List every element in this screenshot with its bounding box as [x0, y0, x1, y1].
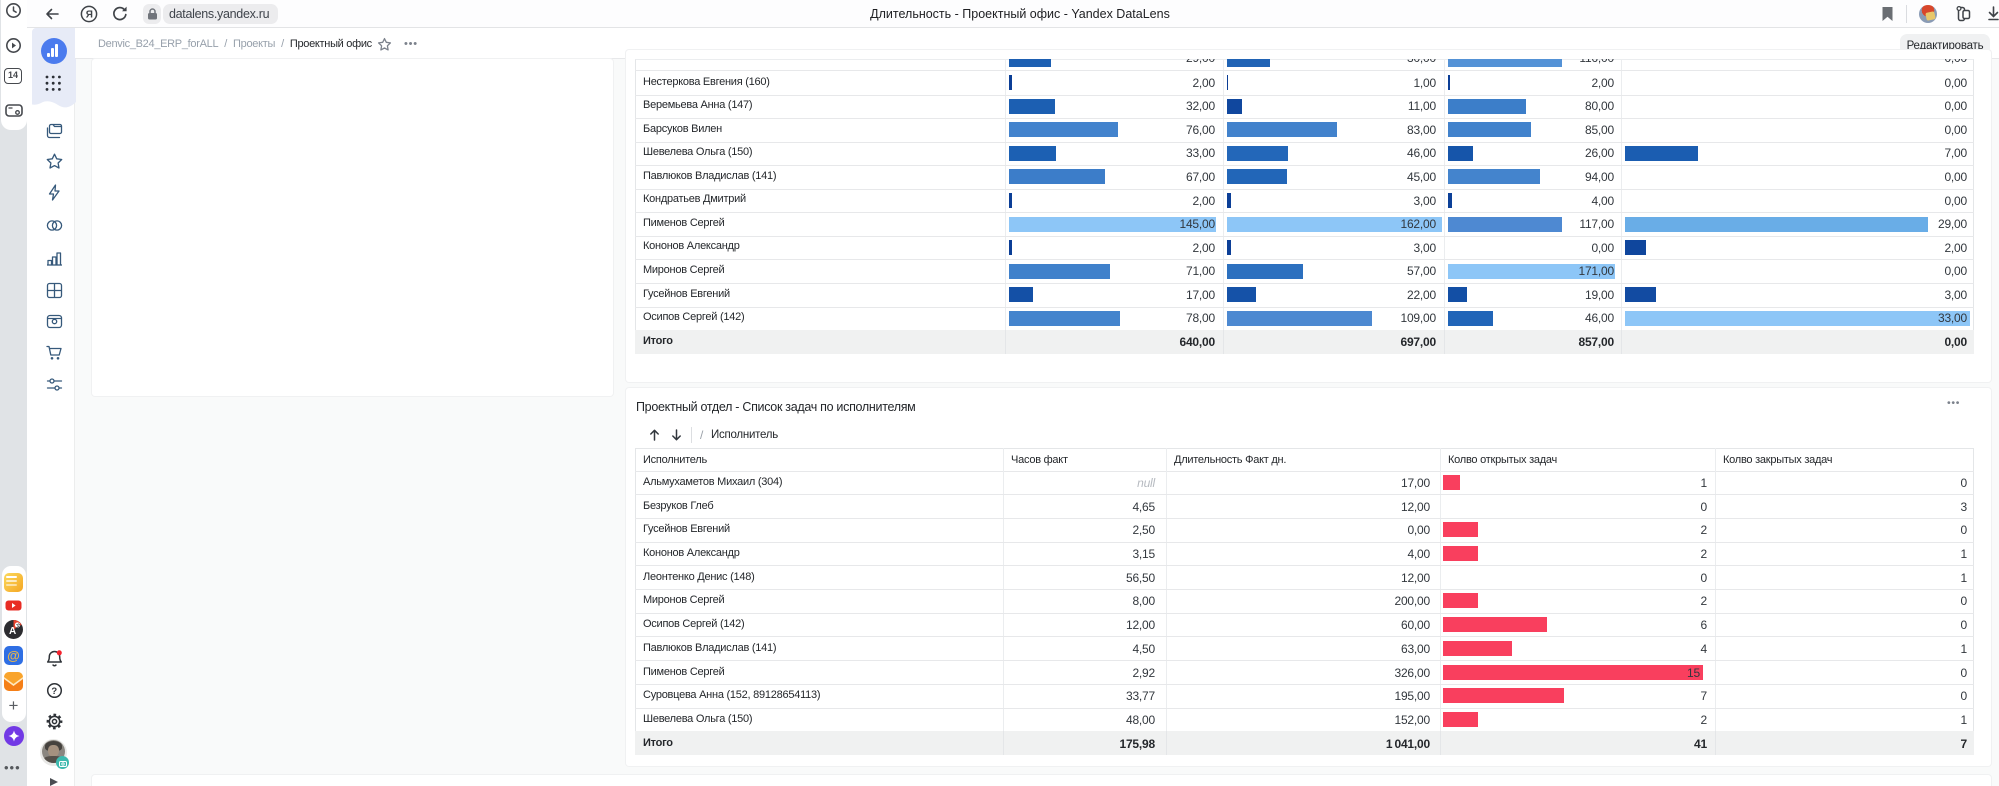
svg-text:A: A [9, 626, 16, 637]
svg-text:?: ? [51, 686, 57, 697]
svg-text:Я: Я [86, 10, 93, 21]
svg-text:文: 文 [16, 622, 21, 629]
